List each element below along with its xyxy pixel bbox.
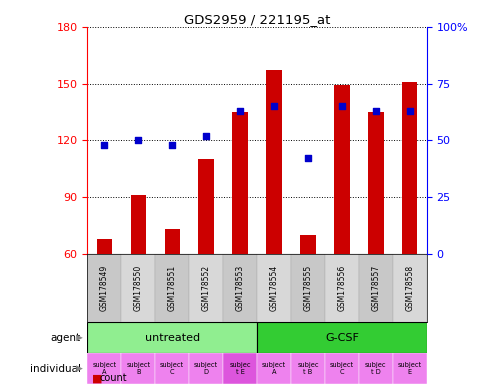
Text: GSM178557: GSM178557	[371, 265, 379, 311]
Bar	[96, 238, 112, 253]
Title: GDS2959 / 221195_at: GDS2959 / 221195_at	[183, 13, 330, 26]
Bar	[333, 86, 349, 253]
Bar	[198, 159, 213, 253]
Point	[134, 137, 142, 143]
Bar	[257, 353, 290, 384]
Text: GSM178553: GSM178553	[235, 265, 244, 311]
Text: GSM178555: GSM178555	[303, 265, 312, 311]
Text: GSM178554: GSM178554	[269, 265, 278, 311]
Point	[270, 103, 277, 109]
Text: subject
A: subject A	[261, 362, 286, 375]
Text: agent: agent	[50, 333, 80, 343]
Bar	[290, 353, 324, 384]
Bar	[232, 112, 247, 253]
Bar	[223, 353, 257, 384]
Bar	[87, 323, 257, 353]
Point	[337, 103, 345, 109]
Bar	[401, 82, 417, 253]
Bar	[189, 353, 223, 384]
Text: ■: ■	[92, 373, 103, 383]
Text: GSM178558: GSM178558	[405, 265, 413, 311]
Bar	[358, 253, 392, 323]
Text: subjec
t B: subjec t B	[297, 362, 318, 375]
Text: GSM178551: GSM178551	[167, 265, 176, 311]
Text: subject
C: subject C	[329, 362, 353, 375]
Text: GSM178556: GSM178556	[337, 265, 346, 311]
Bar	[358, 353, 392, 384]
Bar	[223, 253, 257, 323]
Text: subject
E: subject E	[397, 362, 421, 375]
Text: subject
D: subject D	[194, 362, 218, 375]
Bar	[392, 353, 426, 384]
Bar	[155, 353, 189, 384]
Bar	[324, 253, 358, 323]
Point	[168, 142, 176, 148]
Bar	[121, 353, 155, 384]
Point	[405, 108, 413, 114]
Text: GSM178550: GSM178550	[134, 265, 142, 311]
Bar	[300, 235, 315, 253]
Bar	[257, 323, 426, 353]
Bar	[87, 353, 121, 384]
Text: subjec
t D: subjec t D	[364, 362, 386, 375]
Point	[100, 142, 108, 148]
Point	[236, 108, 243, 114]
Text: GSM178549: GSM178549	[100, 265, 108, 311]
Bar	[290, 253, 324, 323]
Bar	[367, 112, 383, 253]
Point	[371, 108, 379, 114]
Text: untreated: untreated	[144, 333, 199, 343]
Point	[303, 155, 311, 161]
Bar	[164, 229, 180, 253]
Text: G-CSF: G-CSF	[324, 333, 358, 343]
Text: subject
A: subject A	[92, 362, 116, 375]
Text: count: count	[99, 373, 127, 383]
Bar	[257, 253, 290, 323]
Bar	[392, 253, 426, 323]
Text: subject
B: subject B	[126, 362, 150, 375]
Bar	[266, 70, 281, 253]
Bar	[189, 253, 223, 323]
Bar	[155, 253, 189, 323]
Text: GSM178552: GSM178552	[201, 265, 210, 311]
Text: subject
C: subject C	[160, 362, 184, 375]
Point	[202, 132, 210, 139]
Bar	[87, 253, 121, 323]
Text: individual: individual	[30, 364, 80, 374]
Bar	[121, 253, 155, 323]
Bar	[324, 353, 358, 384]
Text: subjec
t E: subjec t E	[229, 362, 250, 375]
Bar	[130, 195, 146, 253]
